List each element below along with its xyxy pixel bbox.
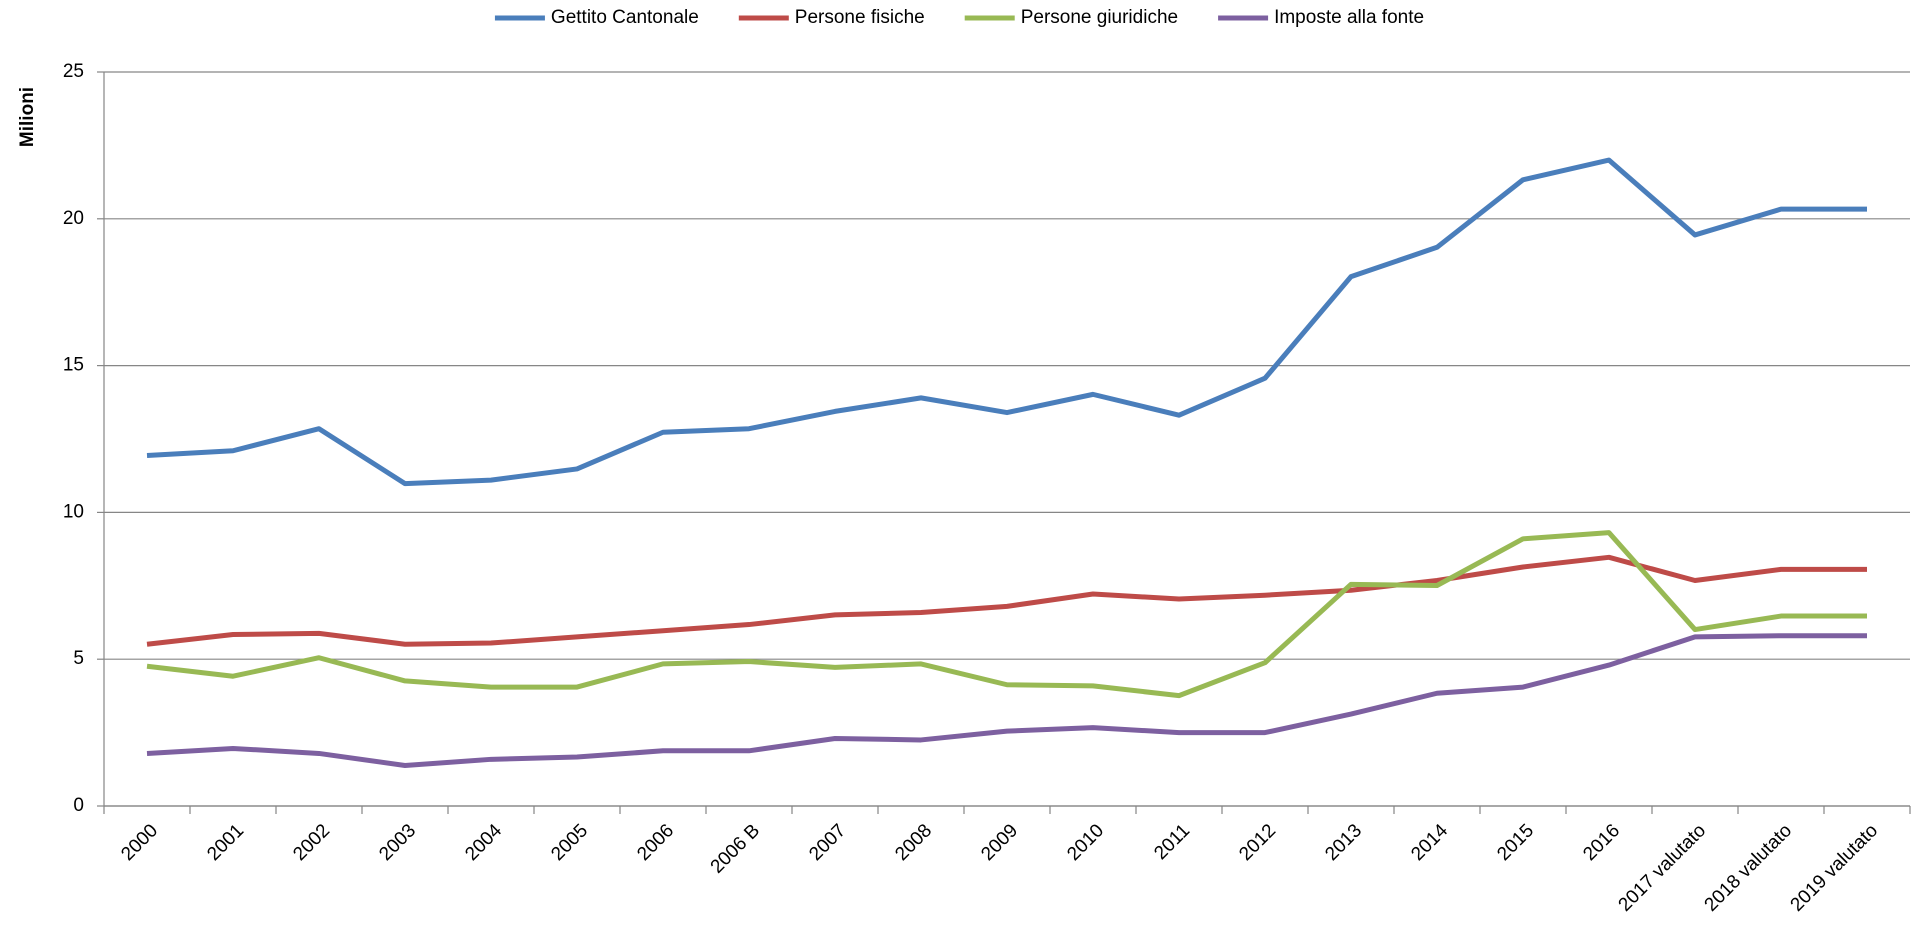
series-line	[146, 157, 1867, 487]
x-tick-label: 2001	[203, 820, 248, 865]
y-tick-label: 5	[73, 648, 84, 669]
x-tick-label: 2011	[1150, 820, 1194, 864]
y-tick-label: 15	[63, 355, 84, 376]
legend-label: Persone giuridiche	[1021, 7, 1178, 28]
series-line	[146, 530, 1867, 699]
y-tick-label: 0	[73, 795, 84, 816]
x-tick-label: 2006	[633, 820, 678, 865]
x-tick-label: 2013	[1321, 820, 1366, 865]
x-tick-label: 2014	[1407, 820, 1452, 865]
x-tick-label: 2002	[289, 820, 334, 865]
x-tick-label: 2017 valutato	[1615, 820, 1711, 916]
x-tick-label: 2006 B	[707, 820, 764, 877]
x-tick-label: 2016	[1579, 820, 1624, 865]
x-tick-label: 2019 valutato	[1787, 820, 1883, 916]
x-tick-label: 2007	[805, 820, 850, 865]
x-tick-label: 2015	[1493, 820, 1538, 865]
legend-label: Persone fisiche	[795, 7, 925, 28]
y-tick-label: 20	[63, 208, 84, 229]
legend-label: Imposte alla fonte	[1274, 7, 1424, 28]
x-tick-label: 2003	[375, 820, 420, 865]
y-tick-label: 25	[63, 61, 84, 82]
series-line	[146, 633, 1867, 768]
y-tick-label: 10	[63, 501, 84, 522]
y-axis-label: Milioni	[17, 87, 38, 147]
x-tick-label: 2000	[117, 820, 162, 865]
x-tick-label: 2005	[547, 820, 592, 865]
x-tick-label: 2004	[461, 820, 506, 865]
legend-label: Gettito Cantonale	[551, 7, 699, 28]
x-tick-label: 2010	[1063, 820, 1108, 865]
x-tick-label: 2018 valutato	[1701, 820, 1797, 916]
x-tick-label: 2009	[977, 820, 1022, 865]
x-tick-label: 2012	[1235, 820, 1280, 865]
x-tick-label: 2008	[891, 820, 936, 865]
series-line	[146, 554, 1867, 647]
